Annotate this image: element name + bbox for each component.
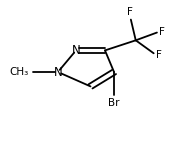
Text: N: N bbox=[54, 66, 62, 78]
Text: F: F bbox=[156, 50, 161, 60]
Text: Br: Br bbox=[108, 98, 120, 108]
Text: F: F bbox=[127, 7, 133, 17]
Text: CH₃: CH₃ bbox=[10, 67, 29, 77]
Text: N: N bbox=[72, 44, 80, 57]
Text: F: F bbox=[159, 27, 165, 37]
